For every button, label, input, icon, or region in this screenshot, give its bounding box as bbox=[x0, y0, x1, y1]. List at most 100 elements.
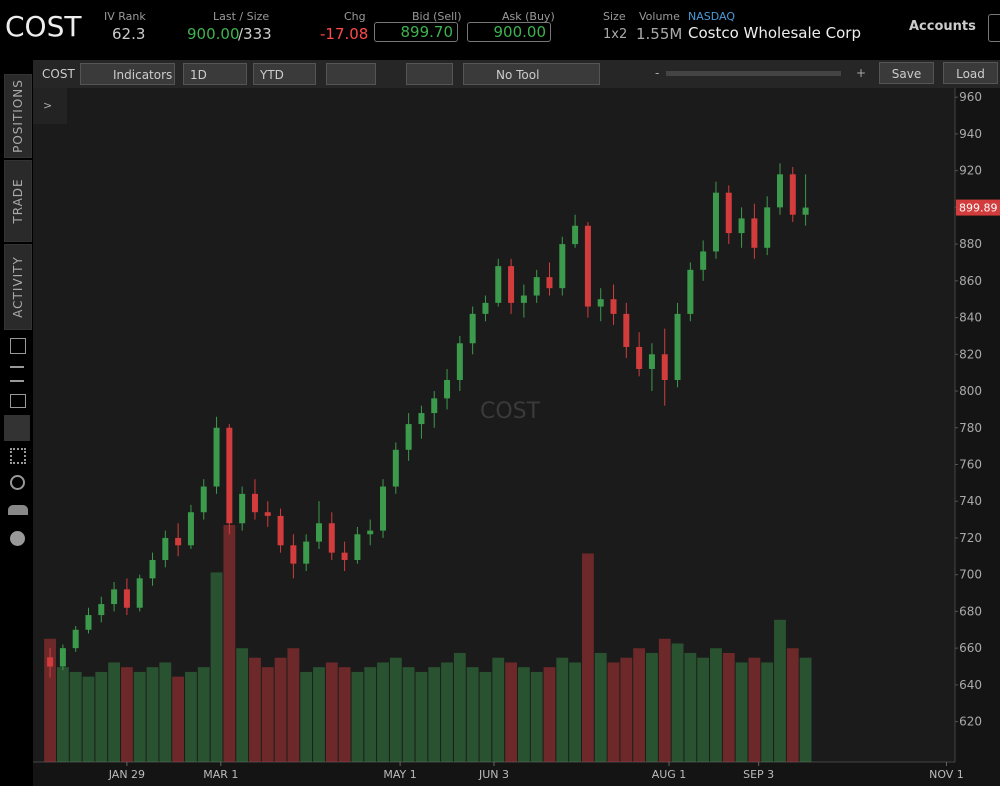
candle-body bbox=[418, 413, 425, 425]
candle-body bbox=[482, 302, 489, 314]
volume-bar bbox=[466, 667, 479, 762]
style-select[interactable] bbox=[326, 63, 376, 85]
icon-active[interactable] bbox=[4, 415, 30, 441]
candle-body bbox=[725, 192, 732, 234]
volume-bar bbox=[799, 657, 812, 762]
volume-bar bbox=[722, 652, 735, 762]
candle-body bbox=[712, 192, 719, 252]
size2: 1x2 bbox=[603, 27, 628, 42]
volume-bar bbox=[249, 657, 261, 762]
candle-body bbox=[315, 523, 322, 542]
candle-body bbox=[123, 589, 130, 608]
load-button[interactable]: Load bbox=[943, 62, 998, 84]
volume-bar bbox=[159, 662, 172, 762]
candle-body bbox=[251, 493, 258, 513]
sidebar-tab[interactable]: ACTIVITY bbox=[4, 244, 32, 330]
icon[interactable] bbox=[10, 338, 26, 354]
candle-body bbox=[456, 343, 463, 381]
candle-body bbox=[239, 493, 246, 524]
volume-bar bbox=[517, 667, 530, 762]
candle-body bbox=[47, 657, 54, 667]
x-tick-label: NOV 1 bbox=[929, 768, 964, 781]
icon[interactable] bbox=[10, 366, 24, 382]
iv-rank: 62.3 bbox=[112, 25, 146, 43]
sidebar-tab[interactable]: POSITIONS bbox=[4, 74, 32, 158]
y-tick-label: 920 bbox=[959, 164, 982, 178]
ask[interactable]: 900.00 bbox=[467, 22, 551, 42]
volume-bar bbox=[479, 671, 492, 762]
company: Costco Wholesale Corp bbox=[688, 24, 861, 42]
expand-label[interactable]: > bbox=[43, 99, 52, 112]
zoom-out[interactable]: - bbox=[655, 66, 660, 80]
candle-body bbox=[802, 207, 809, 215]
candle-body bbox=[469, 313, 476, 344]
candle-body bbox=[200, 486, 207, 513]
candle-body bbox=[162, 537, 169, 560]
expand-button[interactable] bbox=[33, 88, 67, 124]
y-tick-label: 800 bbox=[959, 384, 982, 398]
volume-bar bbox=[556, 657, 569, 762]
candle-body bbox=[776, 174, 783, 208]
candle-body bbox=[111, 589, 118, 605]
icon[interactable] bbox=[10, 531, 25, 546]
y-tick-label: 660 bbox=[959, 641, 982, 655]
y-tick-label: 860 bbox=[959, 274, 982, 288]
crosshair-select[interactable] bbox=[406, 63, 453, 85]
save-button[interactable]: Save bbox=[879, 62, 934, 84]
candle-body bbox=[444, 380, 451, 399]
volume-bar bbox=[377, 662, 389, 762]
volume-bar bbox=[44, 638, 56, 762]
sidebar-tab[interactable]: TRADE bbox=[4, 160, 32, 242]
volume-bar bbox=[223, 525, 236, 762]
volume-bar bbox=[185, 671, 197, 762]
volume-bar bbox=[389, 657, 402, 762]
volume-bar bbox=[761, 662, 774, 762]
icon[interactable] bbox=[10, 448, 26, 464]
ask-label: Ask (Buy) bbox=[502, 10, 555, 23]
candle-body bbox=[495, 266, 502, 303]
icon[interactable] bbox=[8, 505, 28, 515]
indicators-button[interactable]: Indicators bbox=[80, 63, 175, 85]
volume-bar bbox=[274, 657, 287, 762]
y-tick-label: 880 bbox=[959, 237, 982, 251]
candle-body bbox=[508, 266, 515, 303]
candle-body bbox=[648, 354, 655, 369]
candle-body bbox=[738, 218, 745, 234]
volume-bar bbox=[313, 667, 325, 762]
candle-body bbox=[584, 225, 591, 307]
candle-body bbox=[687, 269, 694, 314]
aggregation-select[interactable]: 1D bbox=[183, 63, 247, 85]
volume-bar bbox=[133, 671, 146, 762]
x-tick-label: JAN 29 bbox=[108, 768, 145, 781]
collapse-button[interactable] bbox=[988, 14, 1000, 42]
candle-body bbox=[213, 427, 220, 487]
candle-body bbox=[674, 313, 681, 381]
tool-select[interactable]: No Tool bbox=[463, 63, 600, 85]
volume-bar bbox=[428, 667, 441, 762]
sidebar-tab-label: POSITIONS bbox=[11, 79, 25, 153]
range-select[interactable]: YTD bbox=[253, 63, 316, 85]
y-tick-label: 820 bbox=[959, 347, 982, 361]
last: 900.00 bbox=[187, 25, 240, 43]
icon[interactable] bbox=[10, 475, 25, 490]
y-tick-label: 760 bbox=[959, 457, 982, 471]
accounts[interactable]: Accounts bbox=[909, 19, 976, 34]
zoom-slider[interactable] bbox=[666, 71, 841, 76]
toolbar-symbol: COST bbox=[42, 67, 75, 81]
volume-bar bbox=[108, 662, 121, 762]
zoom-in[interactable]: + bbox=[856, 66, 867, 80]
candle-body bbox=[328, 523, 335, 553]
volume-bar bbox=[402, 667, 415, 762]
last-price-label: 899.89 bbox=[959, 202, 998, 215]
volume-bar bbox=[236, 648, 249, 762]
volume-bar bbox=[594, 652, 607, 762]
last-size-label: Last / Size bbox=[213, 10, 270, 23]
candle-body bbox=[226, 427, 233, 524]
candle-body bbox=[149, 559, 156, 579]
bid[interactable]: 899.70 bbox=[374, 22, 458, 42]
icon[interactable] bbox=[10, 394, 26, 408]
header bbox=[0, 0, 1000, 58]
exchange: NASDAQ bbox=[688, 10, 736, 23]
chg-label: Chg bbox=[344, 10, 366, 23]
